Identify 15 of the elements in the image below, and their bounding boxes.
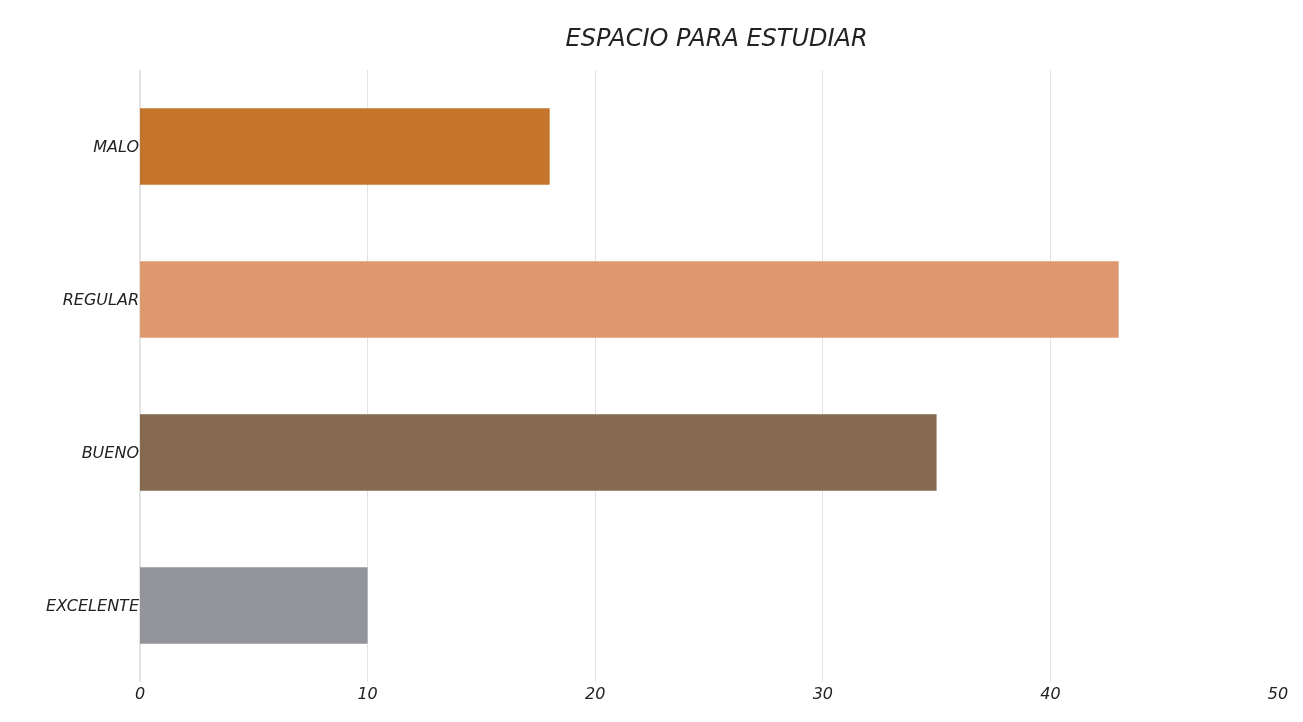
y-tick-label: REGULAR	[62, 290, 139, 310]
y-tick-label: BUENO	[81, 443, 139, 463]
bar	[140, 108, 550, 185]
y-tick-label: EXCELENTE	[46, 596, 140, 616]
bar	[140, 567, 368, 644]
bar	[140, 261, 1119, 338]
x-tick-label: 50	[1267, 684, 1289, 703]
y-tick-label: MALO	[93, 137, 139, 157]
x-tick-label: 20	[585, 684, 606, 703]
x-tick-label: 30	[812, 684, 833, 703]
bar	[140, 414, 937, 491]
x-tick-label: 0	[134, 684, 146, 703]
x-tick-label: 10	[357, 684, 378, 703]
chart-title: ESPACIO PARA ESTUDIAR	[565, 23, 868, 52]
x-tick-label: 40	[1040, 684, 1061, 703]
